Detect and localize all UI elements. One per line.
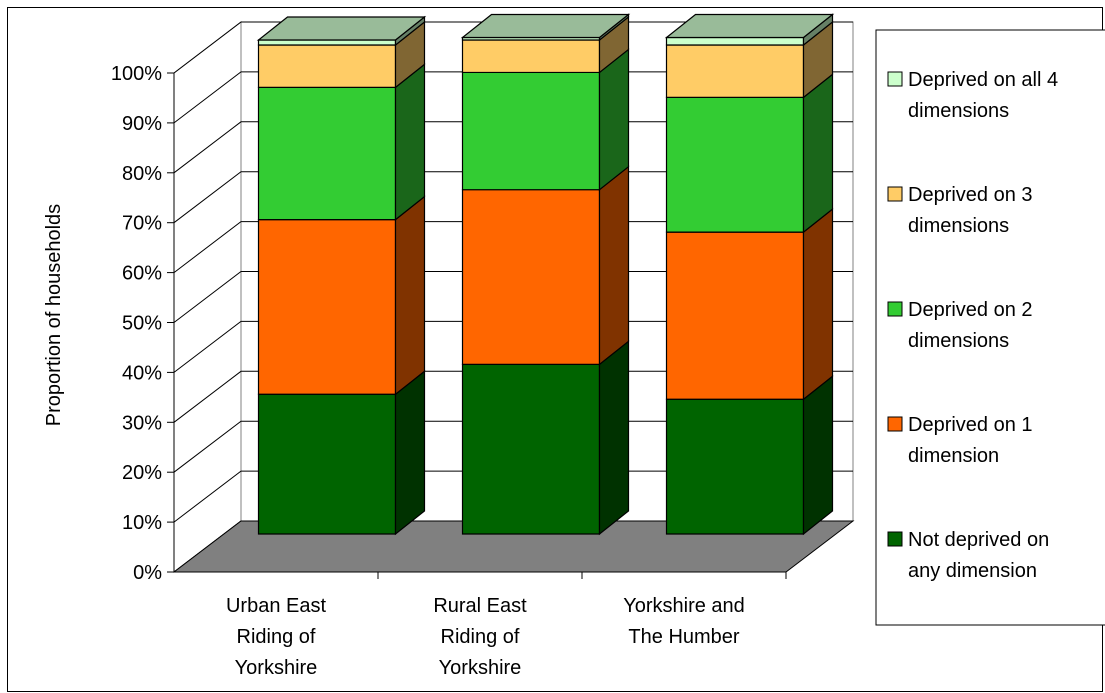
gridline	[173, 370, 853, 423]
bar-stack	[256, 15, 427, 536]
y-tick-label: 60%	[122, 263, 162, 285]
legend-entry: Deprived on 3 dimensions	[887, 184, 1033, 237]
legend-swatch	[887, 301, 903, 317]
x-tick-label: Yorkshire and	[623, 595, 745, 617]
bar-segment-front	[257, 44, 397, 88]
bar-segment-side	[598, 165, 630, 366]
gridline	[173, 71, 853, 124]
bar-segment-side	[394, 370, 426, 536]
x-tick-labels: Urban East Riding of Yorkshire Rural East Ri…	[226, 595, 745, 679]
y-axis-label: Proportion of households	[43, 204, 65, 426]
legend-entry: Deprived on 1 dimension	[887, 414, 1033, 467]
bar-stack	[460, 13, 631, 536]
gridline	[173, 420, 853, 473]
legend-label: dimensions	[908, 100, 1009, 122]
y-tick-labels: 0% 10% 20% 30% 40% 50% 60% 70% 80% 90% 100%	[111, 63, 162, 584]
bar-segment-front	[665, 44, 805, 98]
legend-label: dimensions	[908, 215, 1009, 237]
y-tick-label: 50%	[122, 313, 162, 335]
y-tick-label: 40%	[122, 362, 162, 384]
legend-label: Not deprived on	[908, 529, 1049, 551]
bar-stack	[664, 13, 835, 536]
bar-segment-front	[257, 39, 397, 46]
legend-label: Deprived on 2	[908, 299, 1033, 321]
gridline	[173, 271, 853, 323]
x-tick-label: Riding of	[441, 626, 520, 648]
legend-label: any dimension	[908, 560, 1037, 582]
gridline	[173, 320, 853, 373]
gridline	[173, 221, 853, 273]
bar-segment-side	[598, 48, 630, 191]
bar-segment-side	[802, 375, 834, 536]
legend-entry: Deprived on 2 dimensions	[887, 299, 1033, 352]
bar-segment-side	[598, 340, 630, 536]
bar-segment-front	[257, 219, 397, 395]
x-tick-label: Riding of	[237, 626, 316, 648]
bar-segment-front	[665, 398, 805, 535]
bar-segment-front	[461, 363, 601, 535]
legend-entry: Not deprived on any dimension	[887, 529, 1049, 582]
bar-segment-front	[665, 36, 805, 46]
legend-swatch	[887, 531, 903, 547]
bar-segment-front	[461, 189, 601, 365]
gridline	[173, 470, 853, 523]
x-tick-label: Rural East	[433, 595, 527, 617]
y-tick-label: 80%	[122, 163, 162, 185]
y-tick-label: 90%	[122, 113, 162, 135]
bar-top	[256, 16, 427, 41]
x-tick-label: The Humber	[628, 626, 739, 648]
x-tick-label: Urban East	[226, 595, 326, 617]
bar-segment-side	[394, 195, 426, 396]
bar-segment-side	[394, 63, 426, 221]
bar-top	[460, 13, 631, 39]
legend-label: dimension	[908, 445, 999, 467]
bar-segment-side	[802, 73, 834, 234]
bar-segment-front	[257, 393, 397, 535]
axes	[167, 72, 787, 579]
bar-segment-front	[461, 39, 601, 74]
gridline	[173, 121, 853, 174]
y-tick-label: 70%	[122, 213, 162, 235]
y-tick-label: 100%	[111, 63, 162, 85]
legend-label: Deprived on 1	[908, 414, 1033, 436]
legend-swatch	[887, 186, 903, 202]
legend-label: dimensions	[908, 330, 1009, 352]
bar-segment-side	[802, 207, 834, 401]
legend-swatch	[887, 71, 903, 87]
y-tick-label: 30%	[122, 412, 162, 434]
gridline	[173, 171, 853, 224]
legend-entry: Deprived on all 4 dimensions	[887, 69, 1058, 122]
legend-label: Deprived on all 4	[908, 69, 1058, 91]
y-tick-label: 10%	[122, 512, 162, 534]
legend-box	[875, 29, 1105, 626]
bar-segment-front	[257, 86, 397, 221]
bar-segment-front	[665, 231, 805, 400]
gridline	[173, 21, 853, 74]
y-tick-label: 0%	[133, 562, 162, 584]
bars	[256, 13, 835, 536]
bar-segment-front	[665, 96, 805, 233]
legend-swatch	[887, 416, 903, 432]
bar-segment-front	[461, 71, 601, 191]
y-tick-label: 20%	[122, 462, 162, 484]
x-tick-label: Yorkshire	[235, 657, 318, 679]
legend-label: Deprived on 3	[908, 184, 1033, 206]
x-tick-label: Yorkshire	[439, 657, 522, 679]
bar-top	[664, 13, 835, 39]
